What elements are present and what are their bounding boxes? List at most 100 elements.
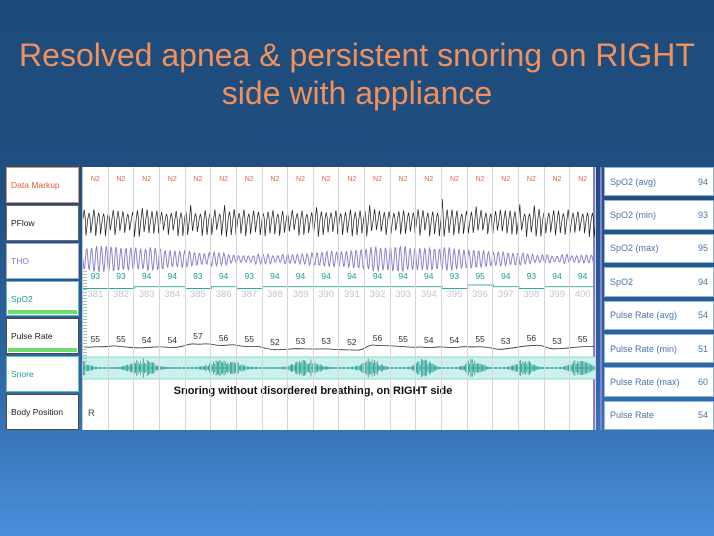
epoch-number: 383 (138, 289, 155, 300)
pulse-rate-value: 54 (141, 334, 152, 345)
epoch-column-400[interactable]: N2 94 400 55 (570, 167, 596, 430)
epoch-column-395[interactable]: N2 93 395 54 (442, 167, 468, 430)
stat-box-pulse-rate[interactable]: Pulse Rate 54 (604, 400, 714, 430)
sleep-stage-label: N2 (142, 176, 152, 183)
epoch-column-396[interactable]: N2 95 396 55 (468, 167, 494, 430)
pulse-rate-value: 55 (116, 333, 126, 344)
epoch-column-397[interactable]: N2 94 397 53 (493, 167, 520, 430)
epoch-column-382[interactable]: N2 93 382 55 (109, 167, 135, 430)
spo2-value: 93 (449, 271, 460, 281)
sleep-stage-label: N2 (193, 176, 203, 183)
stat-value: 54 (697, 310, 708, 321)
sleep-stage-label: N2 (449, 176, 459, 183)
sleep-stage-label: N2 (167, 176, 177, 183)
epoch-column-381[interactable]: N2 93 381 55 (83, 167, 109, 430)
stat-value: 95 (697, 243, 708, 254)
channel-button-data-markup[interactable]: Data Markup (6, 167, 79, 203)
pulse-rate-value: 55 (475, 333, 485, 344)
sleep-study-window: Data Markup PFlow THO SpO2 Pulse Rate Snore Bo… (6, 167, 714, 431)
epoch-number: 386 (215, 289, 232, 300)
epoch-number: 395 (446, 289, 463, 300)
epoch-column-384[interactable]: N2 94 384 54 (160, 167, 186, 430)
stat-box-spo2[interactable]: SpO2 94 (604, 267, 714, 297)
pulse-rate-value: 55 (577, 333, 588, 344)
spo2-value: 93 (116, 271, 126, 281)
stat-box-pulse-rate-min-[interactable]: Pulse Rate (min) 51 (604, 333, 714, 364)
spo2-value: 94 (167, 271, 177, 281)
channel-button-snore[interactable]: Snore (6, 356, 79, 393)
spo2-value: 94 (372, 271, 383, 281)
channel-scrollbar[interactable] (83, 271, 87, 363)
epoch-column-385[interactable]: N2 93 385 57 (186, 167, 212, 430)
pulse-rate-value: 54 (424, 334, 434, 345)
stat-box-spo2-max-[interactable]: SpO2 (max) 95 (604, 233, 714, 264)
stat-box-pulse-rate-max-[interactable]: Pulse Rate (max) 60 (604, 367, 714, 397)
epoch-number: 398 (523, 289, 540, 300)
stat-value: 51 (697, 343, 708, 354)
epoch-column-391[interactable]: N2 94 391 52 (340, 167, 366, 430)
channel-button-tho[interactable]: THO (6, 242, 79, 279)
spo2-value: 94 (424, 271, 434, 281)
epoch-column-398[interactable]: N2 93 398 56 (519, 167, 545, 430)
channel-button-pulse-rate[interactable]: Pulse Rate (6, 318, 79, 355)
epoch-number: 400 (574, 289, 591, 300)
pulse-rate-value: 57 (193, 331, 203, 342)
channel-button-spo2[interactable]: SpO2 (6, 280, 79, 317)
stat-box-spo2-min-[interactable]: SpO2 (min) 93 (604, 200, 714, 230)
pulse-rate-value: 53 (500, 335, 511, 346)
stat-label: Pulse Rate (avg) (610, 310, 678, 321)
epoch-column-388[interactable]: N2 94 388 52 (263, 167, 289, 430)
stat-label: SpO2 (avg) (610, 176, 657, 187)
slide-title-line2: side with appliance (221, 75, 493, 111)
sleep-stage-label: N2 (501, 176, 511, 183)
pulse-rate-value: 52 (270, 336, 280, 347)
epoch-number: 385 (189, 289, 206, 300)
pulse-rate-value: 56 (372, 332, 383, 343)
stat-box-pulse-rate-avg-[interactable]: Pulse Rate (avg) 54 (604, 300, 714, 330)
stat-value: 93 (697, 210, 708, 221)
stat-label: Pulse Rate (max) (610, 376, 680, 387)
sleep-stage-label: N2 (219, 176, 229, 183)
epoch-number: 382 (113, 289, 129, 300)
stat-label: SpO2 (max) (610, 243, 659, 254)
epoch-number: 399 (549, 289, 565, 300)
sleep-stage-label: N2 (475, 176, 485, 183)
spo2-value: 94 (141, 271, 152, 281)
pulse-rate-value: 55 (90, 333, 101, 344)
spo2-value: 93 (244, 271, 254, 281)
epoch-column-392[interactable]: N2 94 392 56 (365, 167, 391, 430)
epoch-column-383[interactable]: N2 94 383 54 (134, 167, 160, 430)
epoch-number: 396 (472, 289, 488, 300)
sleep-stage-label: N2 (398, 176, 408, 183)
pulse-rate-value: 52 (347, 336, 357, 347)
epoch-column-390[interactable]: N2 94 390 53 (314, 167, 340, 430)
stat-value: 60 (697, 376, 708, 387)
channel-button-pflow[interactable]: PFlow (6, 204, 79, 241)
epoch-column-389[interactable]: N2 94 389 53 (288, 167, 314, 430)
epoch-column-399[interactable]: N2 94 399 53 (545, 167, 571, 430)
epoch-number: 394 (420, 289, 437, 300)
channel-button-label: SpO2 (11, 293, 33, 304)
stat-box-spo2-avg-[interactable]: SpO2 (avg) 94 (604, 167, 714, 197)
pulse-rate-value: 55 (244, 333, 254, 344)
pulse-rate-value: 55 (398, 333, 408, 344)
epoch-column-394[interactable]: N2 94 394 54 (416, 167, 443, 430)
epoch-number: 389 (292, 289, 309, 300)
epoch-column-387[interactable]: N2 93 387 55 (237, 167, 263, 430)
sleep-stage-label: N2 (296, 176, 305, 183)
sleep-stage-label: N2 (372, 176, 382, 183)
channel-button-label: THO (11, 255, 29, 266)
epoch-number: 387 (241, 289, 258, 300)
epoch-number: 384 (164, 289, 181, 300)
epoch-column-386[interactable]: N2 94 386 56 (211, 167, 237, 430)
stat-value: 94 (697, 276, 708, 287)
polysomnogram-chart[interactable]: Snoring without disordered breathing, on… (82, 167, 596, 430)
stat-label: SpO2 (610, 276, 634, 287)
epoch-column-393[interactable]: N2 94 393 55 (391, 167, 417, 430)
channel-button-body-position[interactable]: Body Position (6, 394, 79, 431)
pulse-rate-value: 56 (526, 332, 537, 343)
epoch-number: 392 (369, 289, 386, 300)
pulse-rate-value: 54 (449, 334, 460, 345)
pulse-rate-value: 56 (218, 332, 229, 343)
